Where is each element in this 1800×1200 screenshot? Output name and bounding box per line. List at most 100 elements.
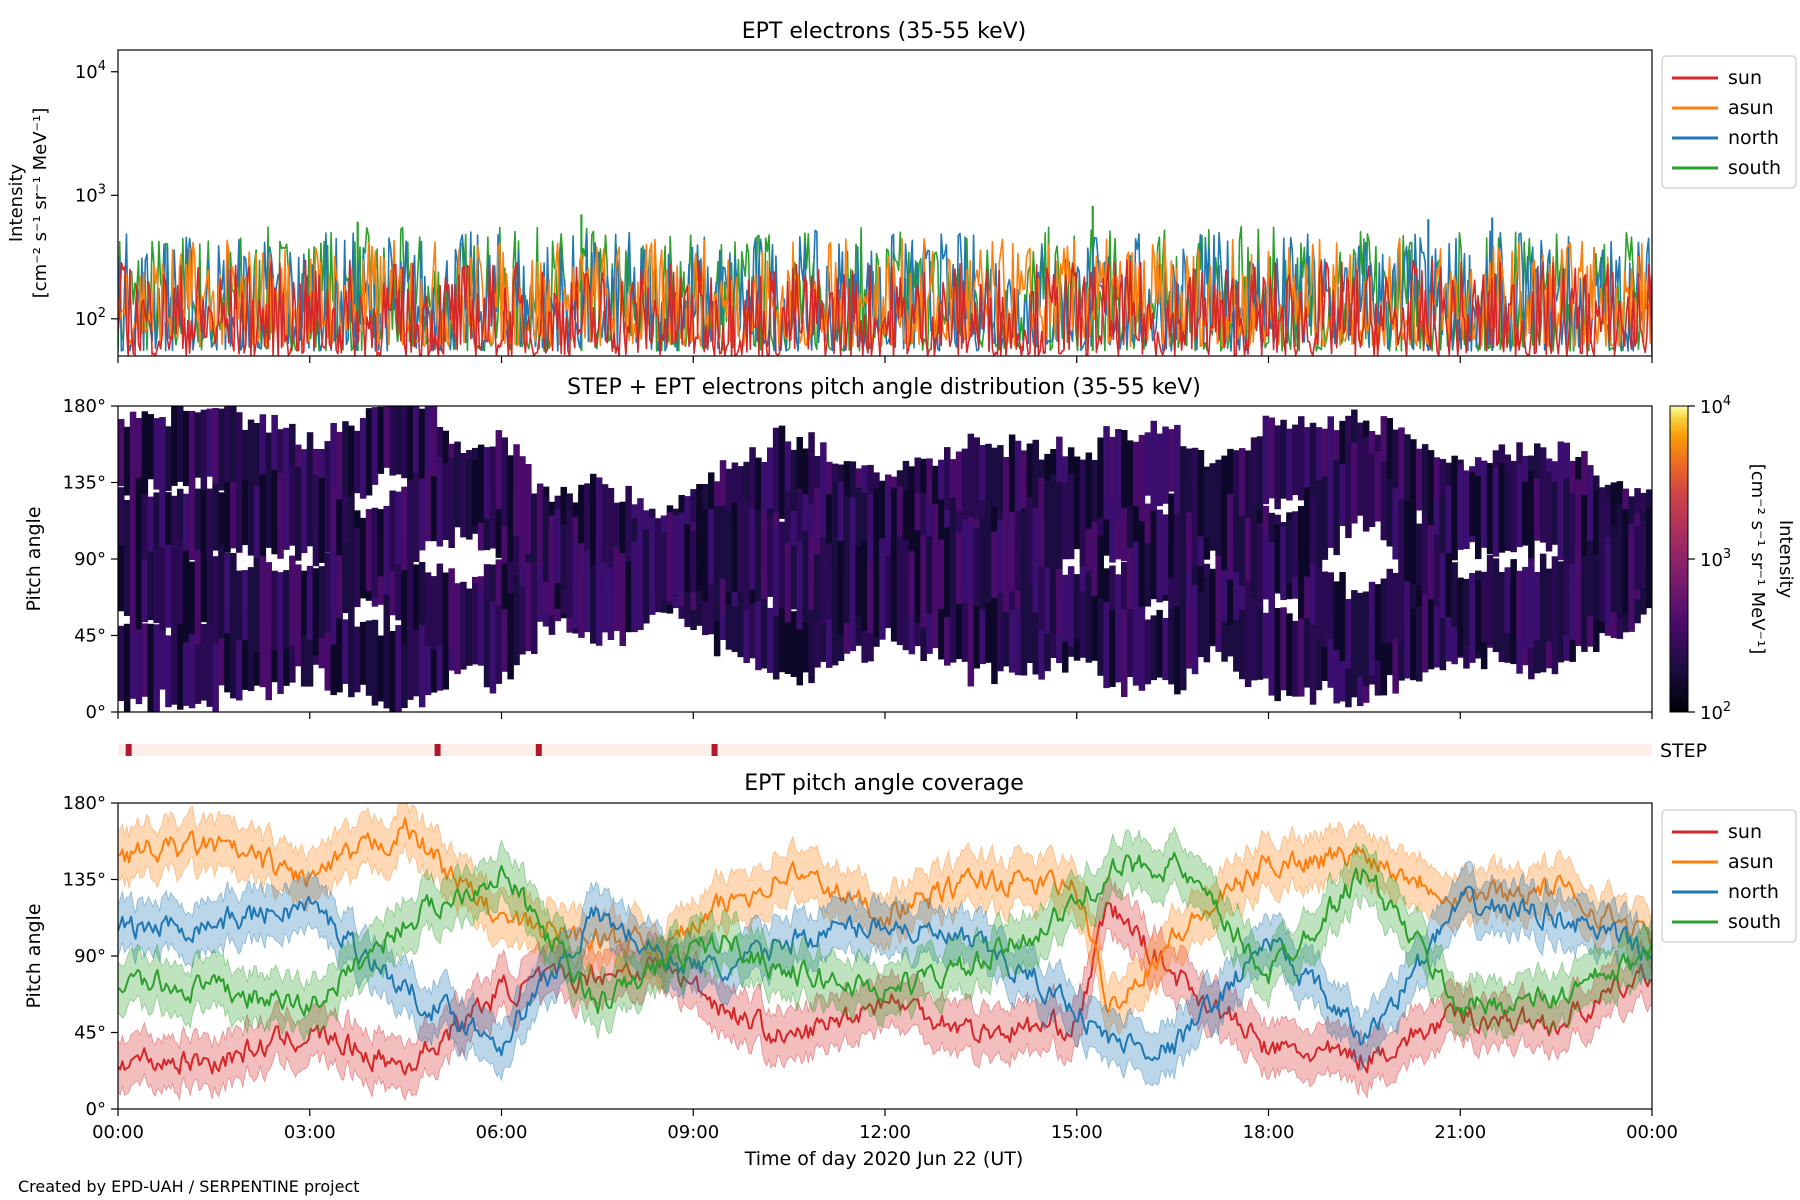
pad-cell bbox=[1551, 482, 1559, 545]
pad-cell bbox=[200, 559, 208, 623]
intensity-legend: sun asun north south bbox=[1661, 55, 1797, 189]
pad-cell bbox=[531, 493, 538, 563]
pad-cell bbox=[271, 570, 278, 651]
pad-cell bbox=[867, 494, 874, 574]
pad-cell bbox=[826, 543, 833, 620]
step-markers bbox=[125, 744, 718, 756]
pad-cell bbox=[1327, 416, 1334, 489]
pad-cell bbox=[1180, 493, 1187, 577]
pad-cell bbox=[218, 408, 225, 491]
pad-cell bbox=[318, 477, 326, 563]
pad-cell bbox=[1197, 592, 1205, 658]
pad-cell bbox=[938, 499, 945, 574]
pad-cell bbox=[418, 408, 426, 496]
pad-heatmap bbox=[118, 406, 1652, 712]
x-tick-label: 15:00 bbox=[1051, 1122, 1103, 1143]
pad-cell bbox=[1138, 606, 1146, 691]
pad-cell bbox=[1056, 436, 1063, 526]
pad-cell bbox=[413, 406, 420, 489]
pad-cell bbox=[944, 571, 951, 666]
y-tick-label: 135° bbox=[63, 473, 106, 494]
pad-cell bbox=[684, 523, 691, 593]
pad-cell bbox=[165, 492, 172, 564]
pad-cell bbox=[1138, 508, 1146, 575]
pad-cell bbox=[590, 473, 597, 568]
y-tick-label: 90° bbox=[74, 946, 106, 967]
pad-cell bbox=[778, 425, 786, 519]
pad-cell bbox=[595, 557, 603, 646]
pad-cell bbox=[831, 597, 839, 666]
pad-cell bbox=[348, 425, 355, 512]
pad-cell bbox=[1345, 599, 1352, 670]
y-tick-label: 180° bbox=[63, 793, 106, 814]
pad-cell bbox=[708, 509, 715, 585]
pad-cell bbox=[1209, 568, 1216, 644]
pad-cell bbox=[395, 539, 402, 621]
pad-cell bbox=[1032, 508, 1039, 577]
pad-cell bbox=[324, 441, 331, 515]
pad-cell bbox=[991, 592, 998, 685]
pad-cell bbox=[1062, 574, 1069, 642]
pad-cell bbox=[1227, 448, 1234, 534]
pad-cell bbox=[725, 577, 733, 650]
pad-cell bbox=[890, 541, 898, 626]
pad-cell bbox=[1073, 456, 1081, 550]
pad-cell bbox=[743, 574, 750, 663]
pad-cell bbox=[1362, 591, 1370, 687]
pad-cell bbox=[920, 535, 927, 628]
pad-cell bbox=[1392, 429, 1399, 512]
pad-cell bbox=[1303, 427, 1311, 498]
pad-cell bbox=[820, 442, 827, 538]
pad-cell bbox=[194, 549, 202, 645]
pad-cell bbox=[955, 593, 963, 660]
pad-cell bbox=[188, 561, 196, 634]
pad-cell bbox=[761, 462, 768, 526]
pad-cell bbox=[932, 542, 939, 627]
pad-cell bbox=[1221, 488, 1228, 570]
pad-cell bbox=[578, 543, 585, 638]
pad-cell bbox=[448, 568, 455, 650]
pad-cell bbox=[1463, 473, 1470, 549]
y-tick-label: 0° bbox=[86, 1099, 106, 1120]
pad-cell bbox=[236, 570, 243, 641]
pad-cell bbox=[713, 505, 721, 582]
pad-cell bbox=[259, 613, 267, 688]
pad-cell bbox=[985, 516, 992, 603]
pad-cell bbox=[979, 517, 986, 609]
pad-cell bbox=[1144, 619, 1152, 685]
pad-cell bbox=[1380, 578, 1388, 643]
pad-cell bbox=[171, 406, 178, 486]
pad-cell bbox=[1498, 463, 1506, 553]
pad-cell bbox=[177, 620, 184, 710]
pad-cell bbox=[1545, 471, 1553, 552]
pad-cell bbox=[129, 487, 137, 582]
pad-cell bbox=[253, 485, 261, 567]
pad-cell bbox=[289, 555, 296, 646]
pad-cell bbox=[135, 535, 143, 630]
pad-cell bbox=[1026, 586, 1034, 663]
pad-cell bbox=[926, 536, 933, 614]
pad-cell bbox=[985, 443, 992, 533]
pad-cell bbox=[247, 567, 255, 632]
pad-cell bbox=[997, 520, 1004, 593]
pad-cell bbox=[1351, 590, 1358, 661]
coverage-series-asun bbox=[118, 817, 1652, 1014]
pad-cell bbox=[1132, 501, 1140, 566]
pad-cell bbox=[295, 466, 302, 561]
pad-cell bbox=[1480, 571, 1488, 643]
coverage-series-group bbox=[118, 803, 1652, 1102]
pad-cell bbox=[147, 496, 154, 559]
pad-cell bbox=[194, 617, 202, 704]
intensity-series-south bbox=[118, 226, 1652, 352]
pad-cell bbox=[265, 612, 272, 701]
pad-cell bbox=[896, 486, 904, 557]
step-marker bbox=[711, 744, 718, 756]
pad-cell bbox=[236, 622, 243, 701]
pad-cell bbox=[1256, 436, 1264, 516]
pad-cell bbox=[342, 491, 349, 573]
pad-cell bbox=[283, 467, 290, 550]
y-tick-label: 135° bbox=[63, 870, 106, 891]
pad-cell bbox=[1132, 441, 1140, 506]
pad-cell bbox=[1604, 537, 1612, 625]
pad-cell bbox=[177, 406, 184, 482]
